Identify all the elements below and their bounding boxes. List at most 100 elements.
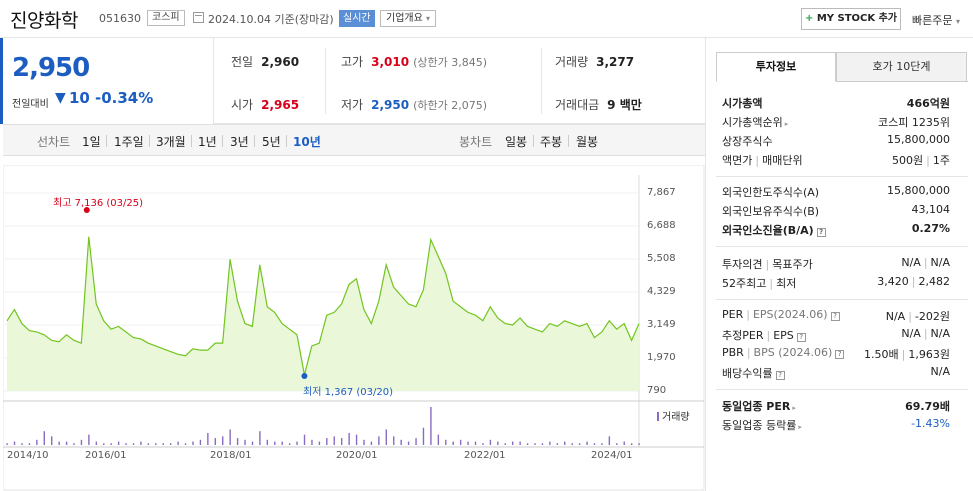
volume-bar: [199, 439, 202, 445]
candle-day[interactable]: 일봉: [505, 135, 528, 149]
par-value: 500원: [892, 154, 924, 167]
stat-low-label: 저가: [341, 98, 364, 112]
volume-bar: [467, 441, 469, 445]
divider: [568, 135, 569, 147]
volume-bar: [251, 441, 254, 445]
info-tabs: 투자정보 호가 10단계: [716, 52, 968, 82]
foreign-hold-value: 43,104: [911, 203, 951, 216]
stat-low-value: 2,950: [371, 98, 410, 112]
period-3m[interactable]: 3개월: [156, 135, 186, 149]
realtime-badge[interactable]: 실시간: [339, 10, 375, 27]
volume-bar: [177, 441, 179, 445]
foreign-rate-label: 외국인소진율(B/A)?: [722, 222, 826, 238]
help-icon[interactable]: ?: [835, 350, 845, 359]
volume-bar: [526, 443, 529, 445]
stat-prev-value: 2,960: [261, 55, 300, 69]
row-sector-rate: 동일업종 등락률 ▸ -1.43%: [722, 417, 950, 435]
volume-bar: [601, 443, 603, 445]
w52-label: 52주최고 | 최저: [722, 277, 797, 290]
row-shares: 상장주식수 15,800,000: [722, 133, 950, 151]
period-1d[interactable]: 1일: [82, 135, 101, 149]
stat-high-label: 고가: [341, 55, 364, 69]
period-1w[interactable]: 1주일: [114, 135, 144, 149]
chevron-down-icon: ▾: [426, 14, 431, 23]
help-icon[interactable]: ?: [796, 333, 806, 342]
y-tick: 4,329: [647, 286, 676, 297]
quick-order-dropdown[interactable]: 빠른주문 ▾: [912, 12, 960, 28]
bps-val: 1,963원: [908, 348, 950, 361]
volume-bar: [378, 436, 380, 445]
volume-bar: [214, 438, 216, 445]
volume-bar: [340, 438, 343, 445]
volume-bar: [430, 407, 432, 445]
volume-bar: [281, 441, 283, 445]
price-change: 10: [69, 89, 90, 107]
period-1y[interactable]: 1년: [198, 135, 217, 149]
y-tick: 7,867: [647, 187, 676, 198]
volume-bar: [415, 438, 417, 445]
sector-rate-value: -1.43%: [911, 417, 950, 430]
divider: [286, 135, 287, 147]
volume-bar: [21, 443, 23, 445]
pbr-text: PBR: [722, 346, 744, 359]
volume-bar: [73, 443, 75, 445]
volume-bar: [459, 439, 462, 445]
volume-bar: [564, 441, 566, 445]
opinion-value: N/A | N/A: [901, 256, 950, 269]
divider: [716, 299, 968, 300]
plus-icon: +: [804, 13, 814, 24]
volume-bar: [504, 443, 506, 445]
unit-value: 1주: [932, 154, 950, 167]
opinion-label: 투자의견 | 목표주가: [722, 258, 813, 271]
help-icon[interactable]: ?: [775, 371, 785, 380]
sector-per-label[interactable]: 동일업종 PER ▸: [722, 398, 796, 414]
volume-bar: [638, 443, 640, 445]
candle-chart-label: 봉차트: [459, 135, 493, 149]
stat-amount-value: 9 백만: [607, 98, 642, 112]
price-chart[interactable]: 7,867 6,688 5,508 4,329 3,149 1,970 790 …: [3, 165, 705, 491]
base-date: 2024.10.04 기준(장마감): [208, 13, 334, 26]
period-10y[interactable]: 10년: [293, 135, 321, 149]
sector-rate-label[interactable]: 동일업종 등락률 ▸: [722, 417, 802, 433]
chevron-down-icon: ▾: [955, 17, 960, 26]
opinion-val: N/A: [901, 256, 921, 269]
period-5y[interactable]: 5년: [262, 135, 281, 149]
help-icon[interactable]: ?: [830, 312, 840, 321]
row-dividend: 배당수익률? N/A: [722, 365, 950, 383]
row-foreign-rate: 외국인소진율(B/A)? 0.27%: [722, 222, 950, 240]
help-icon[interactable]: ?: [816, 228, 826, 237]
change-label: 전일대비: [12, 99, 49, 110]
y-tick: 1,970: [647, 352, 676, 363]
tab-orderbook[interactable]: 호가 10단계: [836, 52, 967, 82]
unit-label: 매매단위: [762, 154, 803, 167]
period-3y[interactable]: 3년: [230, 135, 249, 149]
stat-high: 고가 3,010 (상한가 3,845): [341, 53, 487, 70]
chart-type-bar: 선차트 1일 1주일 3개월 1년 3년 5년 10년 봉차트 일봉 주봉 월봉: [3, 124, 705, 156]
est-per-label: 추정PER | EPS?: [722, 327, 806, 343]
foreign-limit-label: 외국인한도주식수(A): [722, 186, 820, 199]
divider: [222, 135, 223, 147]
candle-week[interactable]: 주봉: [540, 135, 563, 149]
corp-info-dropdown[interactable]: 기업개요 ▾: [380, 10, 437, 27]
candle-month[interactable]: 월봉: [576, 135, 599, 149]
shares-label: 상장주식수: [722, 135, 773, 148]
tab-invest-info[interactable]: 투자정보: [716, 52, 836, 82]
price-chart-svg: [3, 165, 705, 491]
volume-bar: [333, 436, 335, 445]
volume-bar: [103, 443, 105, 445]
volume-bar: [88, 434, 90, 445]
price-line: [6, 236, 640, 376]
add-mystock-button[interactable]: + MY STOCK 추가: [801, 8, 901, 30]
y-tick: 6,688: [647, 220, 676, 231]
x-tick: 2024/01: [591, 450, 633, 461]
volume-legend-label: 거래량: [662, 412, 690, 423]
par-unit-label: 액면가 | 매매단위: [722, 154, 803, 167]
est-per-value: N/A | N/A: [901, 327, 950, 340]
down-triangle-icon: ▼: [55, 90, 66, 106]
par-label: 액면가: [722, 154, 753, 167]
x-tick: 2022/01: [464, 450, 506, 461]
price-change-percent: -0.34%: [95, 89, 154, 107]
volume-bar: [13, 441, 16, 445]
per-eps-label: PER | EPS(2024.06)?: [722, 308, 840, 321]
cap-rank-label[interactable]: 시가총액순위 ▸: [722, 114, 788, 130]
